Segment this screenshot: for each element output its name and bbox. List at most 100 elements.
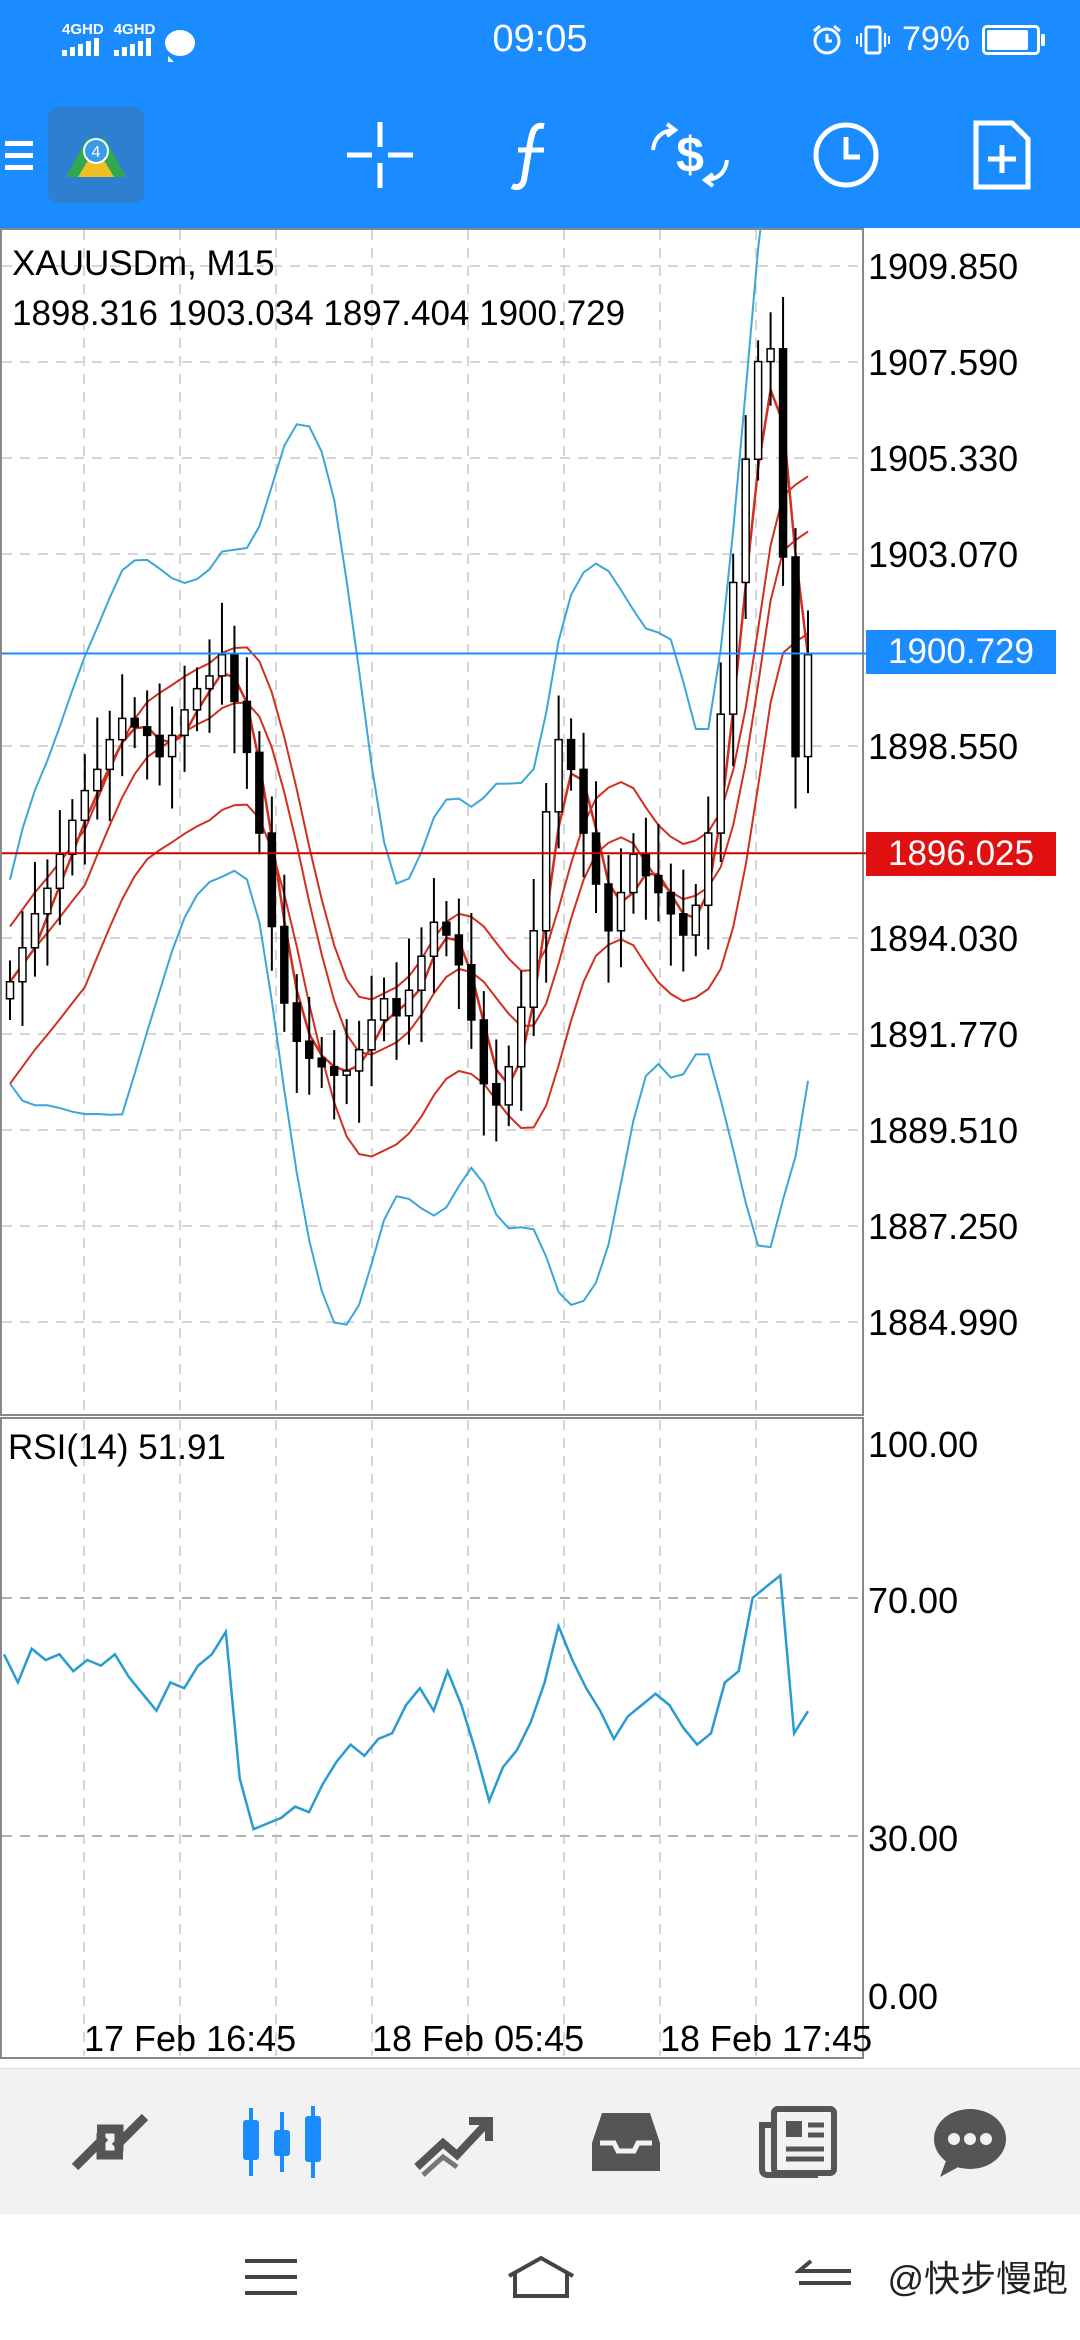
candle-body: [142, 726, 152, 737]
candle-body: [5, 981, 15, 1000]
recent-apps-icon: [245, 2259, 297, 2295]
candle-body: [342, 1070, 351, 1076]
price-axis-label: 1909.850: [868, 246, 1019, 287]
candle-body: [629, 853, 638, 894]
new-order-icon: [973, 120, 1031, 190]
candle-body: [728, 581, 738, 715]
candle-body: [367, 1019, 376, 1051]
app-header: 4GHD 4GHD 09:05 79%: [0, 0, 1080, 228]
quotes-icon: [71, 2113, 149, 2171]
app-logo-button[interactable]: 4: [46, 100, 146, 210]
status-left: 4GHD 4GHD: [62, 21, 196, 62]
metatrader-logo: 4: [48, 107, 144, 203]
recent-apps-button[interactable]: [216, 2214, 326, 2340]
time-axis-label: 18 Feb 17:45: [660, 2018, 873, 2059]
rsi-axis-label: 0.00: [868, 1976, 939, 2017]
menu-button[interactable]: [0, 100, 40, 210]
price-axis-label: 1894.030: [868, 918, 1019, 959]
candle-body: [641, 853, 651, 877]
candlesticks: [5, 297, 813, 1142]
back-icon: [795, 2259, 851, 2285]
bid-price-tag: 1896.025: [866, 832, 1056, 876]
candle-body: [679, 913, 688, 936]
time-axis-label: 18 Feb 05:45: [372, 2018, 585, 2059]
candle-body: [616, 891, 626, 932]
candle-body: [55, 853, 65, 890]
signal-bars-icon: [113, 38, 151, 56]
candle-body: [192, 687, 202, 711]
candle-body: [379, 997, 389, 1021]
candle-body: [18, 947, 27, 983]
candle-body: [292, 1002, 302, 1042]
chart-toolbar: 4 $: [0, 100, 1080, 210]
candle-body: [541, 811, 551, 932]
candle-body: [354, 1048, 364, 1072]
nav-trade[interactable]: [394, 2069, 514, 2215]
candle-body: [180, 709, 189, 737]
battery-icon: [982, 24, 1045, 55]
candle-body: [716, 713, 725, 834]
time-axis-label: 17 Feb 16:45: [84, 2018, 297, 2059]
nav-chart[interactable]: [222, 2069, 342, 2215]
timeframe-button[interactable]: [786, 100, 906, 210]
bollinger-lower-band: [9, 869, 809, 1326]
candle-body: [579, 768, 588, 834]
candle-body: [217, 653, 227, 677]
candle-body: [429, 921, 439, 958]
chart-canvas[interactable]: [0, 228, 1080, 2060]
signal-1-label: 4GHD: [62, 21, 104, 38]
price-axis-label: 1891.770: [868, 1014, 1019, 1055]
candle-body: [766, 348, 775, 363]
home-icon: [508, 2255, 574, 2298]
candle-body: [791, 556, 800, 758]
home-button[interactable]: [486, 2214, 596, 2340]
candle-body: [43, 887, 52, 915]
signal-indicator-2: 4GHD: [113, 22, 155, 56]
rsi-line: [2, 1572, 810, 1831]
symbol-change-button[interactable]: $: [630, 100, 750, 210]
candle-body: [68, 819, 77, 856]
timeframe-icon: [813, 122, 879, 188]
indicators-icon: [510, 122, 545, 190]
menu-icon: [5, 141, 33, 170]
candle-body: [280, 925, 289, 1004]
price-axis-label: 1898.550: [868, 726, 1019, 767]
nav-history[interactable]: [566, 2069, 686, 2215]
svg-text:$: $: [676, 127, 704, 183]
price-axis-label: 1889.510: [868, 1110, 1019, 1151]
svg-text:4: 4: [92, 144, 101, 161]
battery-percent: 79%: [901, 20, 970, 58]
rsi-axis-label: 30.00: [868, 1818, 959, 1859]
history-icon: [592, 2113, 660, 2171]
candle-body: [704, 832, 713, 907]
indicators-button[interactable]: [474, 100, 594, 210]
candle-body: [155, 734, 164, 758]
rsi-grid: [2, 1420, 862, 2056]
nav-news[interactable]: [738, 2069, 858, 2215]
rsi-series-line: [2, 1572, 810, 1831]
price-axis-label: 1903.070: [868, 534, 1019, 575]
new-order-button[interactable]: [942, 100, 1062, 210]
chart-area[interactable]: XAUUSDm, M15 1898.316 1903.034 1897.404 …: [0, 228, 1080, 2060]
system-navigation-bar: [0, 2214, 1080, 2340]
candle-body: [242, 700, 252, 754]
news-icon: [759, 2106, 837, 2178]
price-axis-label: 1905.330: [868, 438, 1019, 479]
back-button[interactable]: [770, 2214, 880, 2340]
crosshair-button[interactable]: [320, 100, 440, 210]
candle-body: [205, 675, 214, 690]
nav-messages[interactable]: [910, 2069, 1030, 2215]
candle-body: [604, 883, 613, 932]
nav-quotes[interactable]: [50, 2069, 170, 2215]
messages-icon: [934, 2109, 1006, 2177]
ask-price-tag: 1900.729: [866, 630, 1056, 674]
candle-body: [492, 1082, 501, 1106]
price-axis-label: 1907.590: [868, 342, 1019, 383]
candle-body: [267, 832, 277, 928]
candle-body: [417, 955, 426, 991]
candle-body: [230, 653, 239, 703]
rsi-label: RSI(14) 51.91: [8, 1428, 226, 1467]
candle-body: [654, 874, 663, 894]
crosshair-icon: [347, 122, 413, 188]
vibrate-icon: [855, 25, 890, 54]
